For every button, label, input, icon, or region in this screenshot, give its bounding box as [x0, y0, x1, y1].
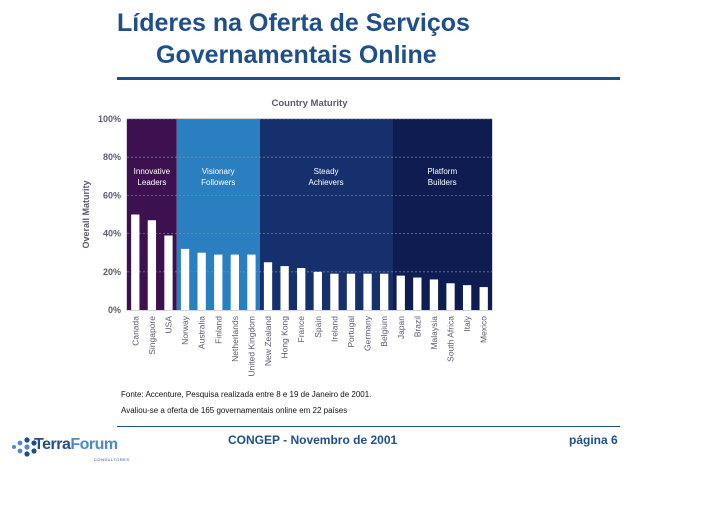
bar-mexico [479, 287, 488, 310]
bar-ireland [330, 273, 339, 310]
bar-italy [462, 285, 472, 310]
x-tick-label-19: South Africa [446, 316, 456, 362]
page-number: página 6 [569, 433, 618, 447]
bar-new-zealand [263, 262, 273, 310]
x-tick-label-6: Netherlands [230, 316, 240, 362]
x-tick-label-15: Belgium [379, 316, 389, 347]
source-note: Fonte: Accenture, Pesquisa realizada ent… [121, 390, 372, 399]
footer-event: CONGEP - Novembro de 2001 [228, 433, 398, 447]
x-tick-label-18: Malaysia [429, 316, 439, 350]
y-axis-label: Overall Maturity [81, 180, 91, 248]
x-tick-label-16: Japan [396, 316, 406, 339]
x-tick-label-7: United Kingdom [246, 316, 256, 376]
footer-divider [117, 426, 620, 427]
x-tick-label-13: Portugal [346, 316, 356, 348]
y-tick-label-0: 0% [108, 305, 121, 315]
y-tick-label-5: 100% [98, 114, 121, 124]
x-tick-label-4: Australia [197, 316, 207, 349]
slide-title-line2: Governamentais Online [156, 41, 437, 69]
x-tick-label-9: Hong Kong [280, 316, 290, 359]
group-label-3-line1: Platform [427, 167, 457, 176]
bar-belgium [380, 273, 389, 310]
bar-canada [131, 214, 140, 310]
group-label-2-line2: Achievers [309, 178, 344, 187]
terraforum-logo-icon [12, 437, 37, 457]
x-tick-label-1: Singapore [147, 316, 157, 355]
y-tick-label-1: 20% [103, 267, 121, 277]
x-tick-label-20: Italy [462, 315, 472, 331]
bar-south-africa [446, 283, 455, 310]
x-tick-label-5: Finland [213, 316, 223, 344]
bar-singapore [147, 220, 157, 310]
country-maturity-chart: Innovative Leaders Visionary Followers Stead… [80, 90, 500, 390]
y-tick-label-3: 60% [103, 190, 121, 200]
x-tick-label-10: France [296, 316, 306, 343]
group-label-0-line2: Leaders [137, 178, 166, 187]
group-band-2 [259, 119, 393, 310]
bar-netherlands [230, 254, 239, 310]
group-label-1-line1: Visionary [202, 167, 235, 176]
logo-wordmark: TerraForum [34, 436, 118, 454]
bar-usa [164, 235, 173, 310]
x-tick-label-14: Germany [363, 315, 373, 351]
bar-germany [363, 273, 372, 310]
x-tick-label-17: Brazil [412, 316, 422, 337]
slide-title-line1: Líderes na Oferta de Serviços [117, 9, 470, 37]
group-label-2-line1: Steady [314, 167, 339, 176]
bar-united-kingdom [247, 254, 256, 310]
title-divider [117, 77, 620, 80]
chart-title: Country Maturity [272, 98, 349, 109]
bar-portugal [346, 273, 356, 310]
x-tick-label-12: Ireland [329, 316, 339, 342]
logo-terra: Terra [34, 436, 71, 453]
bar-australia [197, 252, 206, 310]
sample-note: Avaliou-se a oferta de 165 governamentai… [121, 406, 348, 415]
bar-hong-kong [280, 266, 289, 310]
y-tick-label-2: 40% [103, 229, 121, 239]
group-label-3-line2: Builders [428, 178, 457, 187]
bar-finland [214, 254, 223, 310]
group-label-0-line1: Innovative [134, 167, 171, 176]
bar-japan [396, 275, 405, 310]
bar-spain [313, 271, 322, 310]
group-band-3 [392, 119, 492, 310]
bar-france [297, 267, 306, 310]
bar-malaysia [429, 279, 439, 310]
bar-norway [180, 248, 190, 310]
x-tick-label-21: Mexico [479, 316, 489, 343]
group-label-1-line2: Followers [201, 178, 235, 187]
y-tick-label-4: 80% [103, 152, 121, 162]
bar-brazil [413, 277, 422, 310]
x-tick-label-8: New Zealand [263, 316, 273, 366]
x-tick-label-2: USA [163, 316, 173, 334]
x-tick-label-11: Spain [313, 316, 323, 338]
logo-subtitle: CONSULTORES [94, 457, 130, 462]
x-tick-label-0: Canada [130, 316, 140, 346]
logo-forum: Forum [70, 436, 118, 453]
x-tick-label-3: Norway [180, 315, 190, 345]
